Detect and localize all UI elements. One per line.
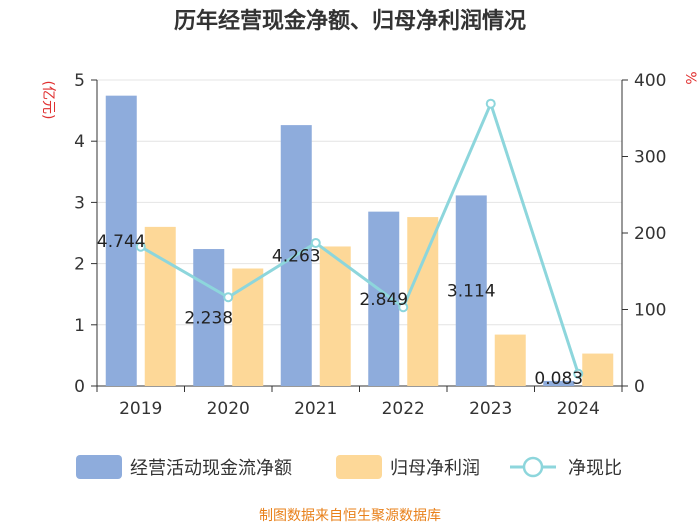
bar: [582, 353, 614, 386]
ratio-line: [135, 98, 584, 379]
chart-title: 历年经营现金净额、归母净利润情况: [174, 8, 526, 34]
source-note: 制图数据来自恒生聚源数据库: [259, 508, 441, 524]
ratio-point: [485, 98, 496, 109]
legend-label: 净现比: [568, 458, 622, 479]
ratio-line-path: [140, 99, 580, 375]
y-left-tick-label: 3: [74, 193, 85, 213]
data-labels: 4.744 2.238 4.263 2.849 3.114 0.083: [97, 232, 583, 389]
bar: [407, 217, 439, 386]
bar: [319, 246, 351, 386]
x-tick-label: 2022: [382, 399, 425, 419]
y-left-tick-label: 2: [74, 255, 85, 275]
bar: [193, 249, 225, 386]
legend-swatch: [76, 455, 122, 479]
ratio-point: [135, 241, 146, 252]
bar: [105, 95, 137, 386]
bar: [494, 334, 526, 386]
ratio-point: [310, 237, 321, 248]
y-right-tick-label: 400: [634, 71, 666, 91]
y-left-tick-label: 4: [74, 132, 85, 152]
data-label: 0.083: [534, 369, 583, 389]
y-right-tick-label: 200: [634, 224, 666, 244]
legend-marker: [522, 456, 544, 478]
bars: [105, 95, 614, 386]
data-label: 2.849: [359, 290, 408, 310]
legend-item[interactable]: 经营活动现金流净额: [76, 455, 292, 479]
legend-label: 归母净利润: [390, 458, 480, 479]
data-label: 2.238: [184, 309, 233, 329]
x-tick-label: 2019: [119, 399, 162, 419]
data-label: 3.114: [447, 282, 496, 302]
bar: [232, 268, 264, 386]
x-tick-label: 2020: [207, 399, 250, 419]
ratio-point: [223, 292, 234, 303]
legend-item[interactable]: 归母净利润: [336, 455, 480, 479]
y-left-tick-label: 1: [74, 316, 85, 336]
y-left-tick-label: 0: [74, 377, 85, 397]
legend-item[interactable]: 净现比: [510, 456, 622, 479]
legend-label: 经营活动现金流净额: [130, 458, 292, 479]
data-label: 4.744: [97, 232, 146, 252]
x-tick-label: 2024: [557, 399, 600, 419]
x-tick-label: 2023: [469, 399, 512, 419]
y-left-tick-label: 5: [74, 71, 85, 91]
y-right-tick-label: 0: [634, 377, 645, 397]
legend[interactable]: 经营活动现金流净额 归母净利润 净现比: [76, 455, 622, 479]
ratio-point: [398, 302, 409, 313]
bar: [543, 380, 575, 386]
x-tick-label: 2021: [294, 399, 337, 419]
grid-lines: [97, 79, 622, 326]
y-right-tick-label: 100: [634, 301, 666, 321]
ratio-point: [573, 368, 584, 379]
bar: [455, 195, 487, 386]
legend-swatch: [336, 455, 382, 479]
y-right-axis-label: %: [682, 71, 698, 84]
axes: 0 1 2 3 4 5 0 100 200 300 400 2019 2020 2021 2022 2023 2…: [74, 71, 666, 419]
data-label: 4.263: [272, 247, 321, 267]
y-left-axis-label: (亿元): [40, 81, 56, 120]
y-right-tick-label: 300: [634, 148, 666, 168]
